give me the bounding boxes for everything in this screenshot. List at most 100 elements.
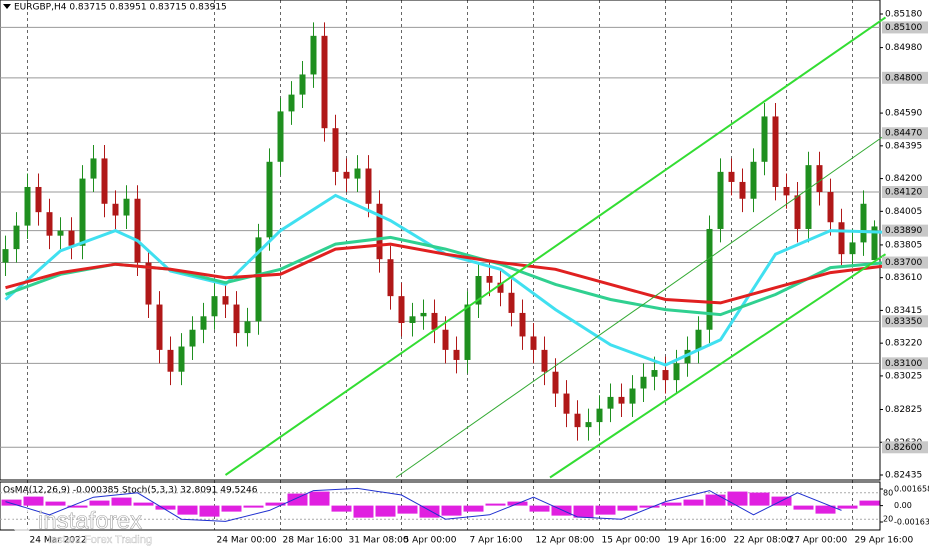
stoch-line — [5, 487, 842, 522]
candle-body — [244, 321, 251, 334]
osma-bar — [89, 500, 110, 506]
osma-tick-label: 0.00 — [894, 501, 912, 510]
level-box — [882, 224, 928, 237]
candle-body — [574, 413, 581, 428]
osma-bar — [573, 505, 594, 518]
osma-bar — [111, 497, 132, 506]
candle-body — [134, 198, 141, 263]
candle-body — [706, 228, 713, 330]
candle-body — [552, 371, 559, 394]
osma-bar — [815, 505, 836, 514]
y-tick-label: 0.83220 — [885, 339, 922, 349]
candle-body — [684, 349, 691, 364]
candle-body — [541, 349, 548, 372]
candle-body — [200, 316, 207, 330]
candle-body — [321, 35, 328, 129]
candle-body — [563, 393, 570, 414]
candle-body — [277, 111, 284, 162]
osma-bar — [793, 505, 814, 510]
plot — [1, 16, 887, 522]
osma-bar — [265, 502, 286, 506]
level-label: 0.83350 — [885, 317, 922, 327]
symbol-marker — [3, 4, 11, 9]
osma-bar — [683, 499, 704, 506]
stoch-tick-label: 80 — [883, 488, 893, 497]
watermark: instaforex Instant Forex Trading — [9, 507, 152, 546]
candle-body — [530, 336, 537, 350]
osma-bar — [243, 505, 264, 508]
indicator-title: OsMA(12,26,9) -0.000385 Stoch(5,3,3) 32.… — [3, 486, 258, 496]
candle-body — [750, 161, 757, 199]
osma-bar — [419, 505, 440, 518]
osma-bar — [177, 505, 198, 515]
candle-body — [365, 168, 372, 204]
candle-body — [398, 296, 405, 324]
osma-bar — [199, 505, 220, 517]
osma-bar — [23, 496, 44, 506]
y-tick-label: 0.84005 — [885, 207, 922, 217]
osma-bar — [331, 505, 352, 512]
candle-body — [651, 370, 658, 377]
candle-body — [343, 171, 350, 179]
osma-bar — [1, 499, 22, 506]
candle-body — [68, 230, 75, 246]
osma-bar — [463, 505, 484, 512]
osma-tick-label: -0.001637 — [894, 518, 929, 527]
level-label: 0.83700 — [885, 258, 922, 268]
x-tick-label: 27 Apr 00:00 — [789, 536, 848, 546]
osma-bar — [45, 501, 66, 506]
candle-body — [145, 262, 152, 305]
candle-body — [772, 116, 779, 187]
level-box — [882, 357, 928, 370]
x-tick-label: 31 Mar 08:00 — [349, 536, 409, 546]
x-tick-label: 24 Mar 00:00 — [217, 536, 277, 546]
y-tick-label: 0.83805 — [885, 240, 922, 250]
x-tick-label: 5 Apr 00:00 — [404, 536, 457, 546]
level-box — [882, 315, 928, 328]
chart-title: EURGBP,H4 0.83715 0.83951 0.83715 0.8391… — [14, 3, 227, 13]
candle-body — [123, 198, 130, 216]
candle-body — [332, 128, 339, 172]
candle-body — [156, 304, 163, 350]
level-box — [882, 21, 928, 34]
candle-body — [431, 312, 438, 330]
y-tick-label: 0.84200 — [885, 174, 922, 184]
candle-body — [222, 296, 229, 305]
y-tick-label: 0.83415 — [885, 306, 922, 316]
osma-bar — [639, 505, 660, 508]
moving-average — [4, 193, 886, 367]
candle-body — [442, 329, 449, 350]
candle-body — [409, 316, 416, 324]
osma-bar — [705, 494, 726, 506]
osma-bar — [617, 505, 638, 511]
candle-body — [24, 186, 31, 226]
x-tick-label: 28 Mar 16:00 — [283, 536, 343, 546]
candle-body — [475, 275, 482, 305]
candle-body — [255, 237, 262, 322]
candle-body — [211, 296, 218, 317]
candle-body — [266, 161, 273, 238]
candle-body — [816, 165, 823, 193]
x-tick-label: 15 Apr 00:00 — [602, 536, 661, 546]
osma-bar — [837, 505, 858, 509]
osma-bar — [221, 505, 242, 512]
candle-body — [112, 203, 119, 216]
candle-body — [519, 312, 526, 337]
y-tick-label: 0.82435 — [885, 471, 922, 481]
candle-body — [728, 171, 735, 182]
candle-body — [497, 282, 504, 293]
level-box — [882, 256, 928, 269]
candle-body — [376, 203, 383, 260]
candle-body — [838, 222, 845, 255]
candle-body — [299, 74, 306, 95]
candle-body — [387, 259, 394, 297]
watermark-logo — [9, 507, 35, 533]
osma-bar — [353, 505, 374, 518]
osma-bar — [397, 505, 418, 514]
candle-body — [761, 116, 768, 162]
x-tick-label: 22 Apr 08:00 — [734, 536, 793, 546]
candle-body — [673, 363, 680, 381]
candle-body — [464, 304, 471, 360]
x-tick-label: 12 Apr 08:00 — [536, 536, 595, 546]
y-tick-label: 0.83025 — [885, 371, 922, 381]
